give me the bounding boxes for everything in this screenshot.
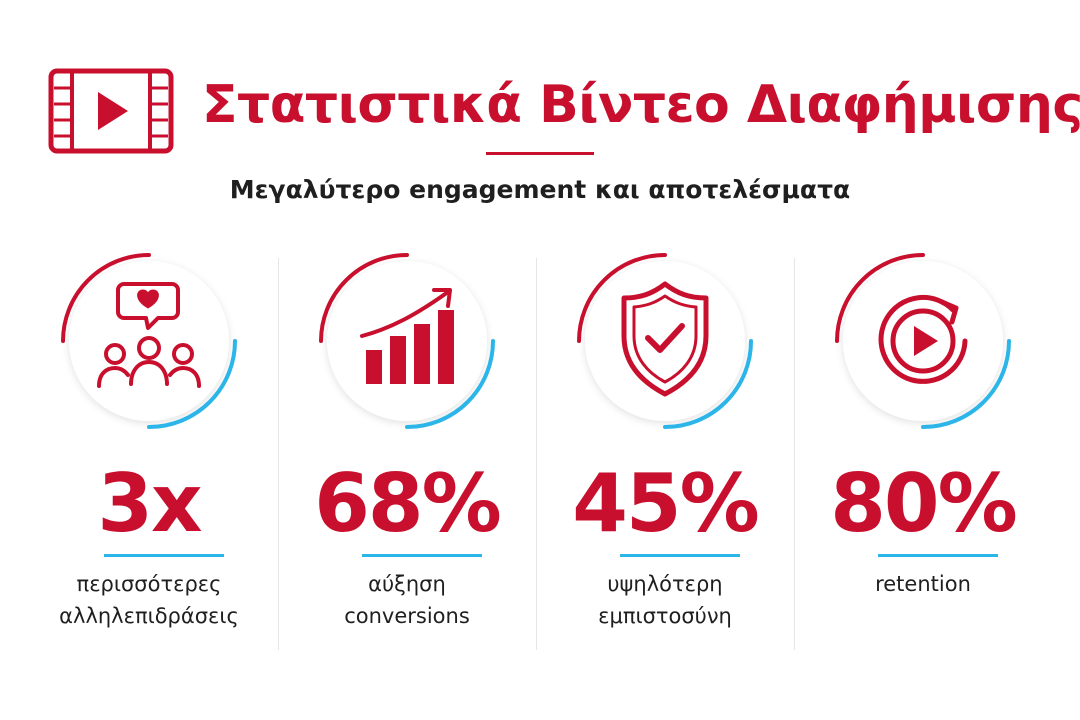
stat-label-line: υψηλότερη [607, 572, 723, 596]
stat-label: retention [794, 568, 1052, 600]
stats-row: 3x περισσότερες αλληλεπιδράσεις [0, 236, 1080, 656]
stat-value: 80% [830, 457, 1017, 550]
stat-label-line: περισσότερες [76, 572, 222, 596]
column-divider [536, 258, 537, 650]
stat-ring [835, 253, 1011, 429]
stat-label-line: conversions [344, 604, 470, 628]
replay-play-icon [878, 294, 968, 384]
shield-check-icon [621, 281, 709, 397]
stat-label-line: αύξηση [368, 572, 446, 596]
stat-value: 68% [314, 457, 501, 550]
title-underline [486, 152, 594, 155]
stat-value-underline [878, 554, 998, 557]
page-title: Στατιστικά Βίντεο Διαφήμισης [202, 75, 1080, 135]
stat-value: 3x [97, 457, 202, 550]
stat-label: υψηλότερη εμπιστοσύνη [536, 568, 794, 632]
stat-value-underline [104, 554, 224, 557]
stat-card-interactions: 3x περισσότερες αλληλεπιδράσεις [20, 236, 278, 656]
header: Στατιστικά Βίντεο Διαφήμισης [0, 64, 1080, 154]
stat-card-trust: 45% υψηλότερη εμπιστοσύνη [536, 236, 794, 656]
stat-card-retention: 80% retention [794, 236, 1052, 656]
column-divider [278, 258, 279, 650]
stat-value-underline [362, 554, 482, 557]
stat-label: αύξηση conversions [278, 568, 536, 632]
video-play-filmstrip-icon [48, 68, 174, 154]
stat-label-line: αλληλεπιδράσεις [59, 604, 239, 628]
audience-heart-speech-bubble-icon [97, 282, 201, 388]
growth-bar-chart-icon [360, 288, 454, 384]
stat-value: 45% [572, 457, 759, 550]
stat-label-line: εμπιστοσύνη [598, 604, 732, 628]
stat-label-line: retention [875, 572, 971, 596]
column-divider [794, 258, 795, 650]
stat-card-conversions: 68% αύξηση conversions [278, 236, 536, 656]
stat-ring [319, 253, 495, 429]
page-subtitle: Μεγαλύτερο engagement και αποτελέσματα [229, 175, 851, 204]
stat-ring [577, 253, 753, 429]
stat-label: περισσότερες αλληλεπιδράσεις [20, 568, 278, 632]
stat-ring [61, 253, 237, 429]
stat-value-underline [620, 554, 740, 557]
